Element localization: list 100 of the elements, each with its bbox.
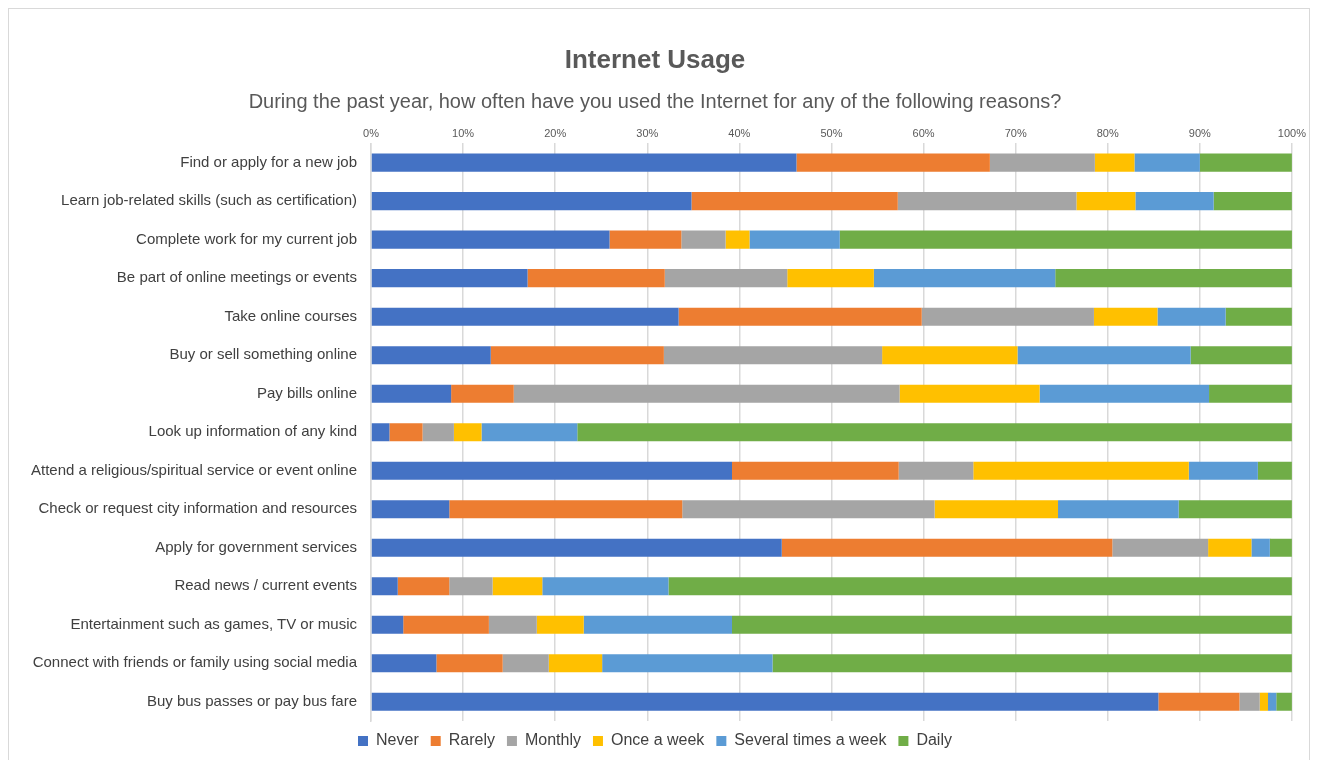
legend-label: Never xyxy=(376,731,420,749)
bar xyxy=(542,577,669,596)
bar xyxy=(973,461,1189,480)
x-tick-label: 40% xyxy=(728,126,751,139)
bar xyxy=(664,269,788,288)
bar xyxy=(371,577,398,596)
bar xyxy=(371,423,390,442)
bar xyxy=(490,346,664,365)
bar xyxy=(451,384,514,403)
bar xyxy=(1208,538,1252,557)
x-tick-label: 10% xyxy=(452,126,475,139)
bar xyxy=(1276,692,1292,711)
bar xyxy=(1199,153,1292,172)
chart-subtitle: During the past year, how often have you used the Internet for any of the following reasons? xyxy=(248,89,1062,112)
y-tick-label: Apply for government services xyxy=(155,537,358,555)
bar xyxy=(403,615,489,634)
bar xyxy=(502,654,549,673)
bar xyxy=(609,230,682,249)
bar xyxy=(371,654,437,673)
bar xyxy=(1209,384,1292,403)
bar xyxy=(668,577,1292,596)
legend-label: Once a week xyxy=(610,731,706,749)
bar xyxy=(371,192,692,211)
bar xyxy=(371,461,733,480)
bar xyxy=(897,192,1077,211)
y-tick-label: Find or apply for a new job xyxy=(180,152,358,170)
bar xyxy=(772,654,1292,673)
bar xyxy=(389,423,423,442)
bar xyxy=(548,654,603,673)
bar xyxy=(422,423,454,442)
bar xyxy=(371,384,452,403)
bar xyxy=(787,269,874,288)
x-tick-label: 100% xyxy=(1277,126,1307,139)
bar xyxy=(1093,307,1158,326)
bar xyxy=(449,577,493,596)
bar xyxy=(1259,692,1268,711)
y-tick-label: Be part of online meetings or events xyxy=(116,268,358,286)
x-tick-label: 30% xyxy=(636,126,659,139)
bar xyxy=(488,615,537,634)
bar xyxy=(536,615,584,634)
bar xyxy=(681,230,726,249)
bar xyxy=(682,500,935,519)
x-tick-label: 0% xyxy=(363,126,380,139)
bar xyxy=(1017,346,1191,365)
y-tick-label: Buy bus passes or pay bus fare xyxy=(146,691,358,709)
bar xyxy=(583,615,733,634)
legend-label: Several times a week xyxy=(734,731,888,749)
bar xyxy=(1269,538,1292,557)
x-tick-label: 80% xyxy=(1096,126,1119,139)
bar xyxy=(725,230,750,249)
bar xyxy=(1257,461,1292,480)
bar xyxy=(371,500,450,519)
bar xyxy=(436,654,503,673)
bar xyxy=(527,269,665,288)
x-tick-label: 50% xyxy=(820,126,843,139)
bar xyxy=(453,423,482,442)
bar xyxy=(1055,269,1292,288)
bar xyxy=(1112,538,1209,557)
bar xyxy=(678,307,922,326)
bar xyxy=(371,230,610,249)
chart-title: Internet Usage xyxy=(564,43,746,74)
legend-label: Daily xyxy=(916,731,952,749)
bar xyxy=(1225,307,1292,326)
bar xyxy=(663,346,883,365)
bar xyxy=(1135,192,1214,211)
bar xyxy=(873,269,1056,288)
x-tick-label: 20% xyxy=(544,126,567,139)
bar xyxy=(371,615,404,634)
bar xyxy=(1157,307,1226,326)
bar xyxy=(882,346,1018,365)
bar xyxy=(1190,346,1292,365)
bar xyxy=(1058,500,1179,519)
bar xyxy=(371,346,491,365)
bar xyxy=(513,384,900,403)
x-tick-label: 60% xyxy=(912,126,935,139)
bar xyxy=(1239,692,1260,711)
x-tick-label: 70% xyxy=(1004,126,1027,139)
bar xyxy=(371,692,1159,711)
y-tick-label: Entertainment such as games, TV or music xyxy=(70,614,358,632)
y-tick-label: Buy or sell something online xyxy=(169,345,358,363)
bar xyxy=(921,307,1094,326)
bar xyxy=(899,384,1040,403)
bar xyxy=(691,192,898,211)
x-tick-label: 90% xyxy=(1188,126,1212,139)
bar xyxy=(1134,153,1200,172)
bar xyxy=(1039,384,1210,403)
bar xyxy=(1213,192,1292,211)
bar xyxy=(781,538,1113,557)
bar xyxy=(1267,692,1277,711)
y-tick-label: Take online courses xyxy=(224,306,358,324)
y-tick-label: Read news / current events xyxy=(174,576,358,594)
bar xyxy=(602,654,773,673)
bar xyxy=(371,153,797,172)
bar xyxy=(1251,538,1270,557)
y-tick-label: Check or request city information and resources xyxy=(38,499,358,517)
y-tick-label: Look up information of any kind xyxy=(148,422,358,440)
y-tick-label: Connect with friends or family using social media xyxy=(32,653,358,671)
bar xyxy=(1158,692,1240,711)
legend-label: Monthly xyxy=(524,731,581,749)
y-tick-label: Attend a religious/spiritual service or event online xyxy=(30,460,358,478)
